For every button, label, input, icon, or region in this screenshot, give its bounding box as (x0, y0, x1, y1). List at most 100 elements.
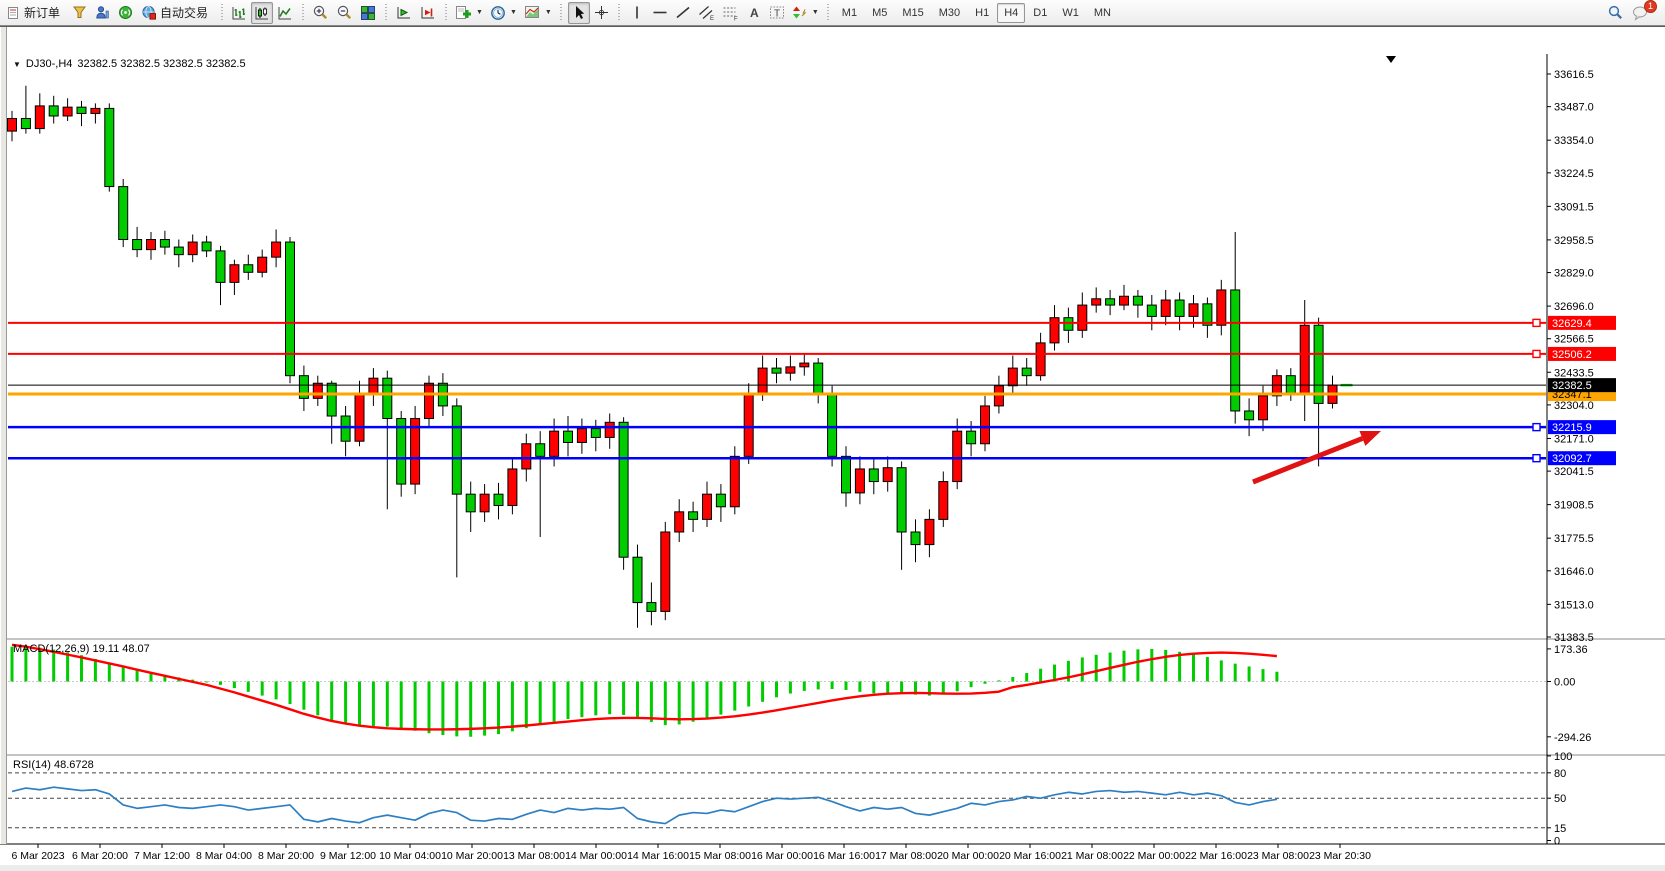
ohlc-info-line: ▼ DJ30-,H4 32382.5 32382.5 32382.5 32382… (13, 58, 246, 71)
tile-windows-button[interactable] (357, 2, 379, 24)
arrows-dropdown-caret[interactable]: ▼ (811, 9, 819, 16)
fibonacci-icon: F (723, 7, 738, 21)
trendline-tool-button[interactable] (672, 2, 694, 24)
arrows-icon (792, 6, 807, 19)
ohlc-values: 32382.5 32382.5 32382.5 32382.5 (77, 58, 246, 70)
vertical-line-tool-button[interactable] (626, 2, 648, 24)
svg-text:32829.0: 32829.0 (1554, 268, 1594, 280)
svg-text:173.36: 173.36 (1554, 644, 1588, 656)
indicators-dropdown-caret[interactable]: ▼ (476, 9, 483, 16)
text-label-tool-button[interactable]: T (766, 2, 788, 24)
horizontal-lines-layer[interactable] (8, 318, 1546, 463)
svg-text:A: A (750, 6, 759, 20)
timeframe-d1-button[interactable]: D1 (1033, 6, 1048, 19)
svg-text:E: E (710, 16, 714, 21)
svg-text:14 Mar 16:00: 14 Mar 16:00 (627, 850, 689, 862)
timeframe-mn-button[interactable]: MN (1093, 6, 1111, 19)
main-toolbar: 新订单 自动交易 ▼ ▼ (0, 0, 1665, 26)
zoom-in-button[interactable] (309, 2, 332, 24)
new-order-button[interactable]: 新订单 (3, 2, 67, 24)
toolbar-grip (825, 3, 831, 22)
price-label-32382.5: 32382.5 (1548, 378, 1616, 393)
macd-axis[interactable]: 173.36 0.00 -294.26 (1547, 644, 1591, 744)
svg-text:32506.2: 32506.2 (1552, 349, 1592, 361)
text-tool-button[interactable]: A (743, 2, 765, 24)
text-a-icon: A (750, 6, 759, 20)
terminal-button[interactable] (114, 2, 136, 24)
svg-text:32958.5: 32958.5 (1554, 235, 1594, 247)
timeframe-h1-button[interactable]: H1 (975, 6, 990, 19)
svg-text:32566.5: 32566.5 (1554, 334, 1594, 346)
timeframe-m5-button[interactable]: M5 (872, 6, 888, 19)
fibonacci-tool-button[interactable]: F (719, 2, 742, 24)
navigator-icon (95, 6, 109, 19)
svg-text:10 Mar 20:00: 10 Mar 20:00 (441, 850, 503, 862)
timeframe-group: M1 M5 M15 M30 H1 H4 D1 W1 MN (835, 2, 1118, 23)
zoom-out-icon (337, 5, 352, 20)
auto-scroll-button[interactable] (392, 2, 415, 24)
candlestick-chart-button[interactable] (251, 1, 274, 24)
price-label-32629.4: 32629.4 (1548, 315, 1616, 330)
notifications-button[interactable]: 1 (1628, 0, 1657, 24)
candles-layer (7, 85, 1338, 628)
cursor-icon (576, 6, 585, 19)
chart-shift-button[interactable] (416, 2, 439, 24)
macd-pane[interactable] (8, 643, 1546, 737)
search-button[interactable] (1604, 2, 1627, 24)
market-watch-button[interactable] (68, 2, 90, 24)
svg-text:32215.9: 32215.9 (1552, 422, 1592, 434)
funnel-icon (72, 6, 86, 18)
svg-text:16 Mar 00:00: 16 Mar 00:00 (751, 850, 813, 862)
arrows-tool-button[interactable]: ▼ (789, 2, 822, 24)
timeframe-m30-button[interactable]: M30 (938, 6, 961, 19)
templates-button[interactable]: ▼ (521, 2, 555, 24)
rsi-pane[interactable] (8, 772, 1546, 829)
zoom-out-button[interactable] (333, 2, 356, 24)
symbol-period-label: DJ30-,H4 (25, 58, 73, 70)
svg-text:33091.5: 33091.5 (1554, 201, 1594, 213)
annotation-arrow[interactable] (1252, 430, 1381, 485)
autotrading-icon (142, 5, 157, 20)
rsi-axis[interactable]: 100 80 50 150 (1547, 751, 1572, 848)
crosshair-tool-button[interactable] (591, 2, 613, 24)
price-label-32506.2: 32506.2 (1548, 346, 1616, 361)
periods-dropdown-caret[interactable]: ▼ (509, 9, 517, 16)
template-icon (524, 6, 539, 18)
svg-text:16 Mar 16:00: 16 Mar 16:00 (813, 850, 875, 862)
svg-text:0: 0 (1554, 836, 1560, 848)
toolbar-grip (300, 3, 306, 22)
timeframe-w1-button[interactable]: W1 (1062, 6, 1079, 19)
timeframe-m15-button[interactable]: M15 (902, 6, 924, 19)
svg-text:9 Mar 12:00: 9 Mar 12:00 (320, 850, 376, 862)
trendline-icon (676, 6, 690, 19)
price-axis[interactable]: 33616.5 33487.0 33354.0 33224.5 33091.5 32958… (1547, 69, 1594, 644)
svg-text:32092.7: 32092.7 (1552, 453, 1592, 465)
line-chart-button[interactable] (274, 2, 296, 24)
chart-canvas[interactable]: 33616.5 33487.0 33354.0 33224.5 33091.5 32958… (0, 27, 1665, 871)
templates-dropdown-caret[interactable]: ▼ (544, 9, 552, 16)
periods-button[interactable]: ▼ (487, 2, 520, 24)
equidistant-channel-tool-button[interactable]: E (695, 2, 718, 24)
symbol-dropdown-arrow[interactable]: ▼ (13, 60, 21, 69)
autotrading-button[interactable]: 自动交易 (137, 2, 215, 24)
navigator-button[interactable] (91, 2, 113, 24)
svg-text:14 Mar 00:00: 14 Mar 00:00 (565, 850, 627, 862)
clock-icon (491, 5, 505, 20)
timeframe-h4-button[interactable]: H4 (997, 2, 1026, 23)
bar-chart-button[interactable] (228, 2, 250, 24)
svg-text:33354.0: 33354.0 (1554, 135, 1594, 147)
svg-text:6 Mar 20:00: 6 Mar 20:00 (72, 850, 128, 862)
horizontal-line-tool-button[interactable] (649, 2, 671, 24)
svg-text:32171.0: 32171.0 (1554, 433, 1594, 445)
cursor-tool-button[interactable] (567, 1, 590, 24)
indicators-button[interactable]: ▼ (452, 2, 486, 24)
vertical-line-icon (636, 6, 638, 19)
chart-shift-marker[interactable] (1386, 56, 1396, 63)
svg-text:8 Mar 04:00: 8 Mar 04:00 (196, 850, 252, 862)
toolbar-grip (219, 3, 225, 22)
timeframe-m1-button[interactable]: M1 (841, 6, 858, 19)
svg-text:32433.5: 32433.5 (1554, 367, 1594, 379)
svg-text:33224.5: 33224.5 (1554, 168, 1594, 180)
svg-text:33487.0: 33487.0 (1554, 102, 1594, 114)
svg-text:31513.0: 31513.0 (1554, 599, 1594, 611)
